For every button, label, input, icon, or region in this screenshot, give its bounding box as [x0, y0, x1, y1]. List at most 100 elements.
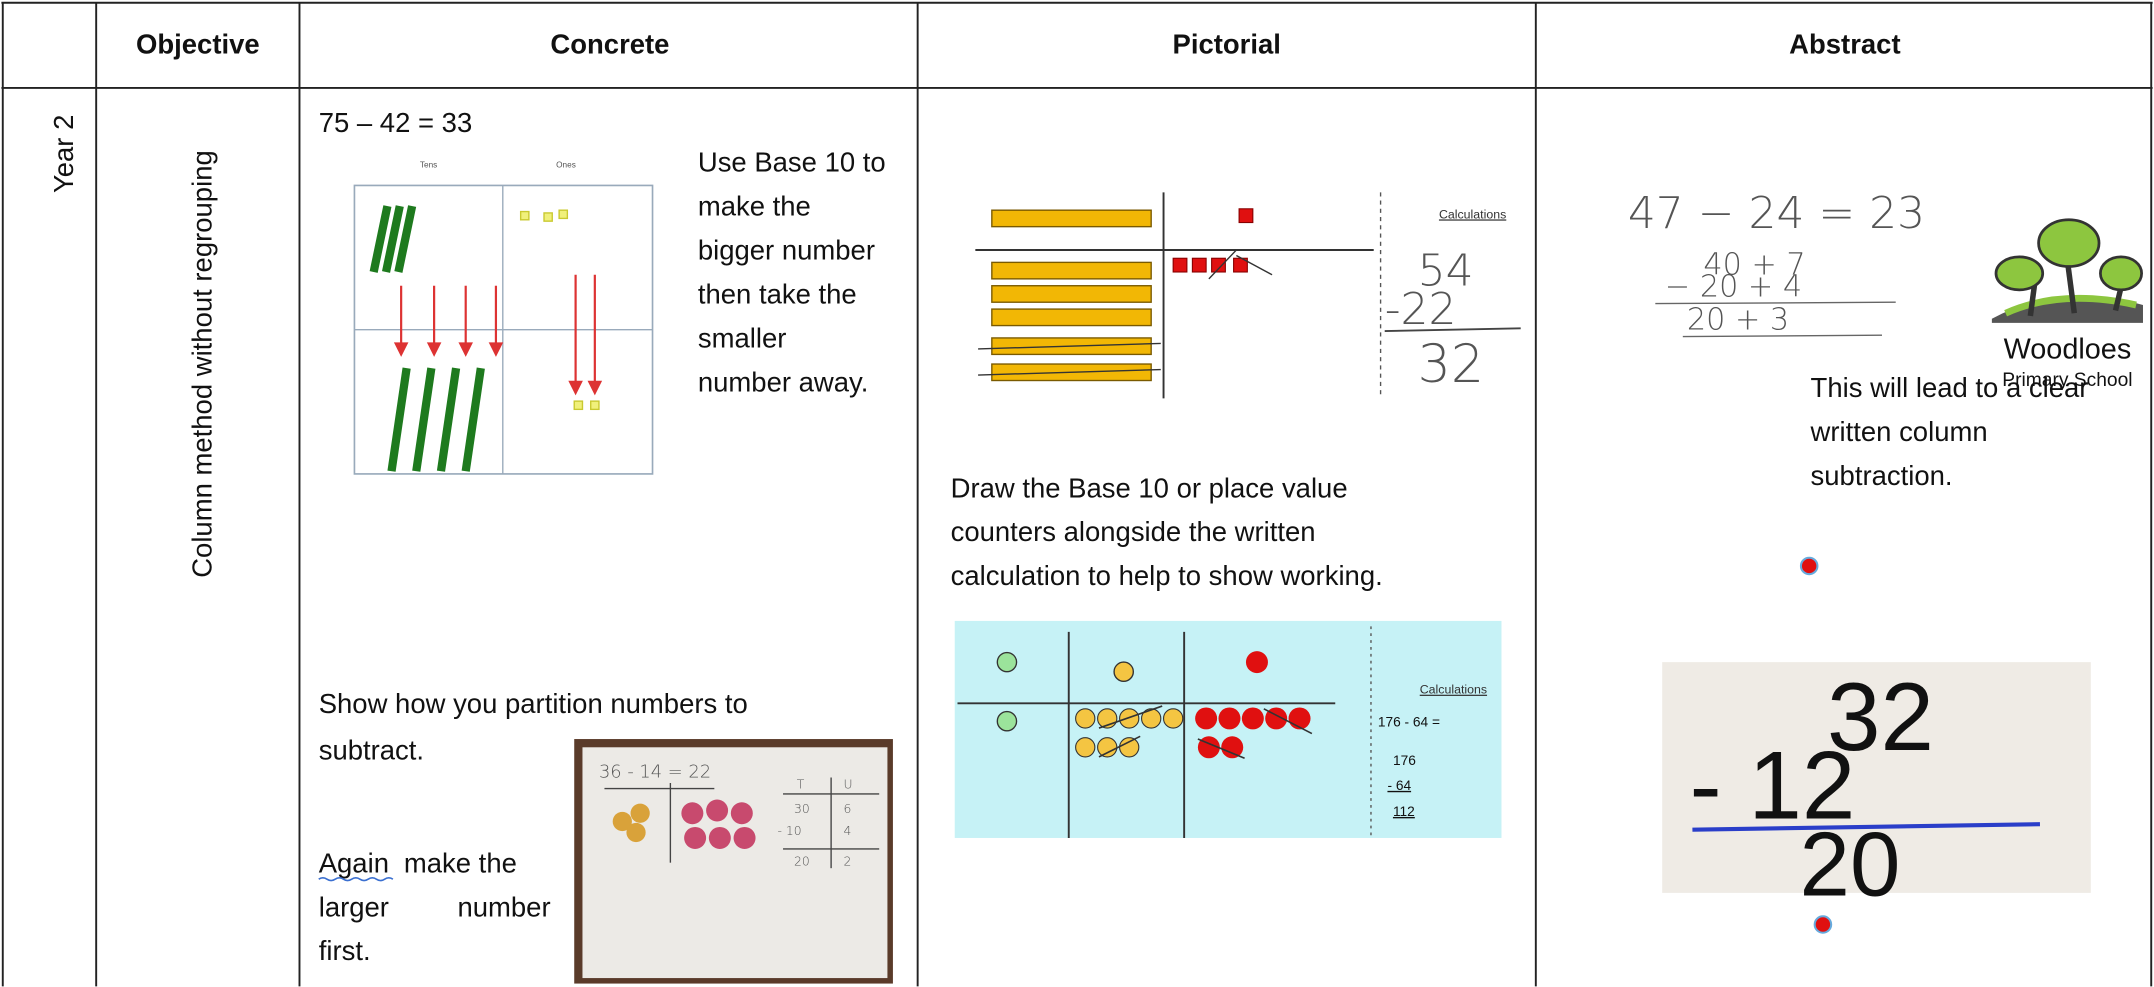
base-ten-image-part-part [519, 210, 530, 221]
base-ten-image-part-part [381, 205, 404, 273]
school-logo: Woodloes Primary School [1991, 218, 2143, 391]
partition-text: Show how you partition numbers to [319, 688, 748, 719]
base-ten-image-part [393, 274, 603, 396]
handwriting: 20 [1800, 815, 1901, 916]
base-ten-image-part-part [412, 367, 436, 472]
cell: 30 [794, 802, 810, 816]
place-value-counters-part-part [1141, 708, 1162, 729]
whiteboard-photo: 36 - 14 = 22 T U 30 6 - 10 4 20 2 [574, 739, 893, 984]
year-label: Year 2 [48, 115, 79, 193]
text-line: first. [319, 935, 371, 966]
pictorial-base-ten-part [978, 342, 1161, 350]
calculations-label: Calculations [1420, 683, 1487, 697]
whiteboard-photo-part-part [626, 822, 646, 843]
calc-line: 176 - 64 = [1378, 715, 1440, 730]
whiteboard-photo-part [582, 747, 888, 979]
handwriting: 32 [1827, 664, 1934, 771]
abstract-text: This will lead to a clear [1811, 372, 2089, 403]
whiteboard-photo-part-part [706, 799, 729, 822]
whiteboard-photo-part-part [681, 802, 704, 825]
spell-underline [318, 876, 394, 882]
pictorial-base-ten: Calculations 54 -22 32 [975, 192, 1521, 399]
pictorial-base-ten-part [1208, 249, 1237, 280]
place-value-counters-part-part [1119, 708, 1140, 729]
base-ten-image-part-part [573, 400, 584, 411]
whiteboard-photo-part-part [733, 826, 756, 849]
pictorial-instruction: Draw the Base 10 or place value [951, 472, 1348, 503]
logo-subtitle: Primary School [2002, 370, 2132, 391]
header-objective: Objective [136, 29, 260, 60]
cell: 20 [794, 854, 810, 868]
abstract-text: written column [1810, 416, 1988, 447]
base-ten-image-part-part [458, 342, 473, 357]
calc-line: 112 [1393, 804, 1415, 819]
base-ten-image-part-part [369, 205, 392, 273]
abstract-handwriting-part [1655, 301, 1896, 305]
base-ten-image: Tens Ones [353, 161, 654, 475]
pictorial-instruction: counters alongside the written [951, 516, 1316, 547]
logo-name: Woodloes [2004, 334, 2132, 366]
base-ten-image-part-part [436, 367, 461, 472]
place-value-counters-part [1197, 708, 1313, 760]
whiteboard-photo-part [612, 803, 650, 843]
base-ten-image-part-part [387, 367, 411, 472]
place-value-counters-part-part [1263, 708, 1313, 735]
pictorial-base-ten-part [1172, 208, 1254, 273]
abstract-text: subtraction. [1811, 460, 1953, 491]
pictorial-base-ten-part-part [991, 261, 1152, 280]
text-line: Use Base 10 to [698, 147, 886, 178]
text-line: number [457, 891, 550, 922]
place-value-counters-part-part [1195, 707, 1218, 730]
pictorial-base-ten-part-part [1191, 257, 1207, 273]
concrete-equation: 75 – 42 = 33 [319, 107, 473, 138]
base-ten-image-part-part [394, 205, 417, 273]
text-line: bigger number [698, 235, 875, 266]
whiteboard-sum-photo-part [1662, 662, 2091, 893]
abstract-handwriting-part [1682, 334, 1882, 338]
whiteboard-photo-part-part [708, 826, 731, 849]
bullet-dot [1813, 915, 1833, 934]
school-logo-part [1994, 255, 2045, 292]
pictorial-base-ten-part-part [1211, 257, 1226, 273]
place-value-counters-part-part [1098, 705, 1163, 729]
base-ten-image-part-part [488, 342, 504, 357]
place-value-counters-part [996, 710, 1018, 732]
base-ten-image-part-part [426, 342, 442, 357]
place-value-counters-part-part [1162, 708, 1184, 729]
handwriting: 32 [1418, 335, 1484, 395]
whiteboard-photo-part-part [684, 826, 707, 849]
pictorial-base-ten-part-part [1238, 208, 1254, 224]
pictorial-base-ten-part-part [991, 209, 1152, 228]
place-value-counters-part-part [1098, 735, 1141, 758]
place-value-counters-part-part [1097, 737, 1118, 758]
whiteboard-equation: 36 - 14 = 22 [599, 762, 711, 783]
text-line: number away. [698, 367, 869, 398]
whiteboard-sum-photo: 32 - 12 20 [1662, 662, 2091, 916]
cell: 2 [843, 854, 851, 868]
place-value-counters-part [1245, 651, 1268, 674]
base-ten-image-part-part [590, 400, 600, 411]
pictorial-base-ten-part-part [991, 285, 1152, 303]
whiteboard-photo-part: T U 30 6 - 10 4 20 2 [778, 778, 853, 869]
place-value-counters-part [954, 620, 1502, 838]
base-ten-image-part-part [543, 212, 553, 222]
place-value-counters-part [1075, 708, 1184, 758]
whiteboard-sum-photo-part [1692, 822, 2040, 832]
place-value-counters-part [996, 651, 1018, 673]
handwriting: 20 + 3 [1687, 303, 1789, 338]
place-value-counters-part [1098, 705, 1163, 758]
whiteboard-photo-part-part [730, 802, 753, 825]
text-line: smaller [698, 323, 787, 354]
cell: 6 [843, 802, 851, 816]
base-ten-image-part-part [558, 209, 569, 220]
cell: - 10 [778, 824, 802, 838]
again-word: Again [319, 847, 389, 878]
whiteboard-photo-part-part [612, 811, 632, 832]
handwriting: − 20 + 4 [1665, 270, 1802, 305]
partition-text: subtract. [319, 735, 424, 766]
objective-text: Column method without regrouping [187, 150, 218, 578]
